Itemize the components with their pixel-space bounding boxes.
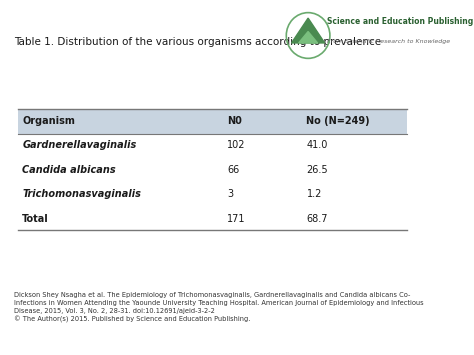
Text: 171: 171 xyxy=(227,214,246,224)
Text: Trichomonasvaginalis: Trichomonasvaginalis xyxy=(22,190,141,200)
Text: No (N=249): No (N=249) xyxy=(307,116,370,126)
Text: Dickson Shey Nsagha et al. The Epidemiology of Trichomonasvaginalis, Gardnerella: Dickson Shey Nsagha et al. The Epidemiol… xyxy=(14,292,424,323)
Text: 1.2: 1.2 xyxy=(307,190,322,200)
Text: Gardnerellavaginalis: Gardnerellavaginalis xyxy=(22,140,137,150)
Text: Table 1. Distribution of the various organisms according to prevalence: Table 1. Distribution of the various org… xyxy=(14,37,381,47)
Text: 66: 66 xyxy=(227,165,239,175)
Polygon shape xyxy=(299,32,318,43)
Text: 68.7: 68.7 xyxy=(307,214,328,224)
Text: Total: Total xyxy=(22,214,49,224)
Text: 26.5: 26.5 xyxy=(307,165,328,175)
Text: Organism: Organism xyxy=(22,116,75,126)
Text: 3: 3 xyxy=(227,190,233,200)
Polygon shape xyxy=(292,18,325,43)
FancyBboxPatch shape xyxy=(18,109,407,134)
Text: 102: 102 xyxy=(227,140,246,150)
Text: 41.0: 41.0 xyxy=(307,140,328,150)
Text: Science and Education Publishing: Science and Education Publishing xyxy=(327,17,474,26)
Text: From Scientific Research to Knowledge: From Scientific Research to Knowledge xyxy=(327,39,450,44)
Text: N0: N0 xyxy=(227,116,242,126)
Text: Candida albicans: Candida albicans xyxy=(22,165,116,175)
